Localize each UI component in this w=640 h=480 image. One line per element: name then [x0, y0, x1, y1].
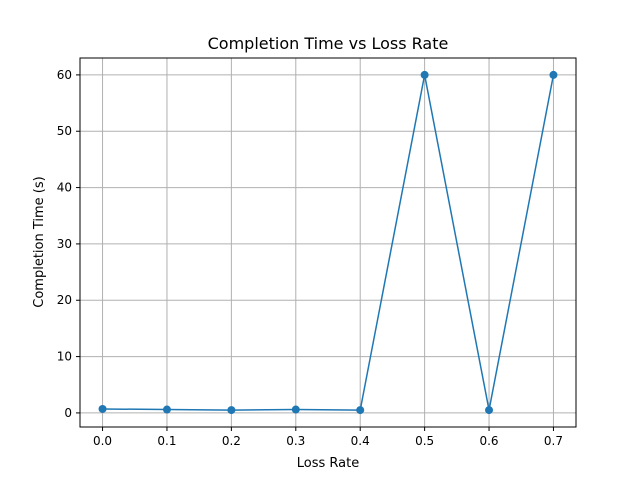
- x-tick-label: 0.5: [415, 434, 434, 448]
- data-point: [485, 406, 494, 415]
- grid: [80, 58, 576, 427]
- data-point: [356, 406, 365, 415]
- y-tick-label: 60: [57, 68, 72, 82]
- y-tick-label: 20: [57, 293, 72, 307]
- x-tick-label: 0.2: [222, 434, 241, 448]
- data-point: [98, 404, 107, 413]
- data-point: [549, 70, 558, 79]
- y-tick-label: 40: [57, 181, 72, 195]
- plot-frame: [79, 57, 577, 428]
- y-tick-label: 10: [57, 350, 72, 364]
- y-axis-label: Completion Time (s): [32, 176, 47, 307]
- x-axis-label: Loss Rate: [297, 456, 359, 471]
- data-point: [420, 70, 429, 79]
- data-point: [162, 405, 171, 414]
- x-tick-label: 0.7: [544, 434, 563, 448]
- series-line: [102, 74, 555, 411]
- x-tick-label: 0.1: [157, 434, 176, 448]
- series-layer: [98, 70, 558, 415]
- x-tick-label: 0.3: [286, 434, 305, 448]
- data-point: [291, 405, 300, 414]
- axis-ticks: 0.0 0.1 0.2 0.3 0.4 0.5 0.6 0.7 0 10 20 30 40 50 60: [57, 68, 563, 448]
- y-tick-label: 50: [57, 124, 72, 138]
- data-point: [227, 406, 236, 415]
- y-tick-label: 30: [57, 237, 72, 251]
- x-tick-label: 0.0: [93, 434, 112, 448]
- x-tick-label: 0.4: [351, 434, 370, 448]
- chart-title: Completion Time vs Loss Rate: [208, 34, 449, 53]
- x-tick-label: 0.6: [479, 434, 498, 448]
- y-tick-label: 0: [64, 406, 72, 420]
